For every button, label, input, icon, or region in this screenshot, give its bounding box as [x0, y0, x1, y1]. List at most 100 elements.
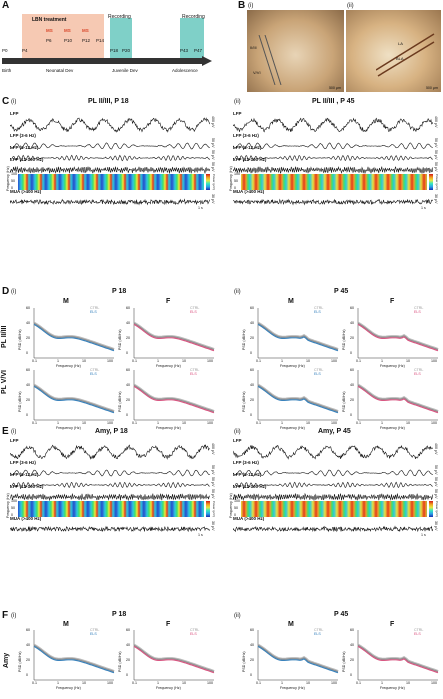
f-ii-f-xlabel: Frequency (Hz): [380, 686, 405, 690]
f-ii-m-psd: [244, 628, 344, 699]
c-i-freq-tick-2: 0: [11, 186, 13, 190]
recording2-label: Recording: [182, 14, 205, 20]
c-ii-trace-0: [232, 116, 434, 139]
d-m-label-i: M: [63, 298, 69, 305]
d-i-m-r2-els-line: [33, 385, 115, 414]
c-ii-time-scale: 1 s: [421, 206, 426, 210]
c-i-trace-0: [9, 116, 211, 139]
e-ii-row-label-2: LFP (6-12 Hz): [233, 472, 262, 477]
d-ii-f-r2-xtick-0: 0.1: [356, 421, 361, 425]
f-i-m-ctrl-line: [33, 644, 115, 672]
d-ii-m-r2-ytick-1: 40: [250, 383, 254, 387]
panel-label-b: B: [238, 0, 246, 11]
panel-c-i: (i): [11, 99, 17, 105]
c-ii-trace-1: [232, 138, 433, 156]
scale-bar-2: 500 μm: [425, 86, 438, 90]
e-i-scale-2: 50 μV: [211, 477, 215, 487]
d-ii-f-r2-ytick-0: 60: [350, 368, 354, 372]
e-ii-row-label-0: LFP: [233, 438, 242, 443]
d-ii-f-r2-xtick-3: 100: [431, 421, 437, 425]
panel-f-ii: (ii): [234, 613, 241, 619]
f-i-m-ytick-0: 60: [26, 628, 30, 632]
f-i-f-xtick-3: 100: [207, 681, 213, 685]
f-i-m-xlabel: Frequency (Hz): [56, 686, 81, 690]
c-i-trace-1: [9, 138, 210, 156]
f-ii-f-els-line: [357, 645, 439, 674]
f-ii-f-xtick-0: 0.1: [356, 681, 361, 685]
scale-bar-1: 500 μm: [328, 86, 341, 90]
d-ii-f-r2-legend: CTRL ELS: [414, 368, 423, 376]
c-ii-power-label: Power (μV²): [435, 174, 439, 191]
d-i-m-r1-ytick-0: 60: [26, 306, 30, 310]
c-ii-row-label-1: LFP (3-6 Hz): [233, 133, 259, 138]
f-ii-m-ytick-0: 60: [250, 628, 254, 632]
d-i-m-r1-ytick-3: 0: [26, 351, 28, 355]
e-ii-row-label-1: LFP (3-6 Hz): [233, 460, 259, 465]
c-ii-freq-tick-1: 50: [234, 179, 238, 183]
e-i-row-label-0: LFP: [10, 438, 19, 443]
f-i-m-legend-els: ELS: [90, 632, 97, 636]
d-ii-m-r2-ctrl-line: [257, 384, 339, 412]
d-ii-m-r1-ytick-2: 20: [250, 336, 254, 340]
d-i-f-r2-ylabel: PSD (dB/Hz): [118, 391, 122, 412]
d-i-m-r2-xtick-0: 0.1: [32, 421, 37, 425]
e-i-row-label-2: LFP (6-12 Hz): [10, 472, 39, 477]
d-ii-f-r2-els-line: [357, 385, 439, 414]
d-i-m-r1-legend-ctrl: CTRL: [90, 306, 100, 310]
f-ii-m-ctrl-line: [257, 644, 339, 672]
region-bla: BLA: [396, 56, 404, 61]
d-ii-f-r1-els-line: [357, 323, 439, 352]
d-ii-f-r1-psd: [344, 306, 443, 377]
c-ii-scale-4: 30 μV: [434, 194, 438, 204]
c-ii-trace-4: [232, 194, 434, 212]
panel-e-ii: (ii): [234, 429, 241, 435]
day-p0: P0: [2, 48, 8, 53]
d-title-ii: P 45: [334, 288, 349, 295]
e-i-freq-tick-0: 100: [11, 499, 17, 503]
recording1-box: [110, 18, 132, 58]
d-ii-f-r1-xtick-0: 0.1: [356, 359, 361, 363]
d-i-f-r2-legend: CTRL ELS: [190, 368, 199, 376]
e-ii-power-label: Power (μV²): [435, 501, 439, 518]
f-ii-f-xtick-2: 10: [406, 681, 410, 685]
d-i-f-r1-ytick-2: 20: [126, 336, 130, 340]
e-ii-time-scale: 1 s: [421, 533, 426, 537]
d-i-f-r1-ytick-3: 0: [126, 351, 128, 355]
f-ii-f-ytick-0: 60: [350, 628, 354, 632]
f-i-m-ylabel: PSD (dB/Hz): [18, 651, 22, 672]
d-ii-m-r2-psd: [244, 368, 344, 439]
c-title-ii: PL II/III , P 45: [312, 98, 355, 105]
f-i-m-xtick-1: 1: [57, 681, 59, 685]
f-f-label-ii: F: [390, 621, 395, 628]
d-i-f-r1-legend: CTRL ELS: [190, 306, 199, 314]
f-i-m-ytick-3: 0: [26, 673, 28, 677]
d-ii-m-r1-psd: [244, 306, 344, 377]
e-i-power-label: Power (μV²): [212, 501, 216, 518]
d-f-label-ii: F: [390, 298, 395, 305]
c-i-row-label-4: MUA (>400 Hz): [10, 189, 42, 194]
c-title-i: PL II/III, P 18: [88, 98, 129, 105]
d-i-m-r1-legend: CTRL ELS: [90, 306, 99, 314]
f-ii-f-legend-els: ELS: [414, 632, 421, 636]
d-i-m-r2-legend-els: ELS: [90, 372, 97, 376]
e-ii-row-label-4: MUA (>400 Hz): [233, 516, 265, 521]
f-m-label-ii: M: [288, 621, 294, 628]
d-ii-f-r2-ytick-2: 20: [350, 398, 354, 402]
d-ii-f-r2-psd: [344, 368, 443, 439]
c-i-scale-0: 400 μV: [211, 116, 215, 128]
f-ii-m-xtick-0: 0.1: [256, 681, 261, 685]
e-i-row-label-3: LFP (12-100 Hz): [10, 484, 44, 489]
d-i-m-r2-ytick-1: 40: [26, 383, 30, 387]
d-i-m-r1-xtick-2: 10: [82, 359, 86, 363]
c-ii-row-label-4: MUA (>400 Hz): [233, 189, 265, 194]
f-i-f-ylabel: PSD (dB/Hz): [118, 651, 122, 672]
d-i-f-r2-xtick-0: 0.1: [132, 421, 137, 425]
c-ii-freq-tick-2: 0: [234, 186, 236, 190]
c-ii-spectrogram: [241, 174, 427, 190]
d-i-f-r1-xtick-1: 1: [157, 359, 159, 363]
c-ii-colorbar: [429, 174, 433, 190]
d-ii-f-r1-ytick-3: 0: [350, 351, 352, 355]
d-ii-m-r2-legend: CTRL ELS: [314, 368, 323, 376]
d-i-m-r1-els-line: [33, 323, 115, 352]
f-i-m-ytick-1: 40: [26, 643, 30, 647]
